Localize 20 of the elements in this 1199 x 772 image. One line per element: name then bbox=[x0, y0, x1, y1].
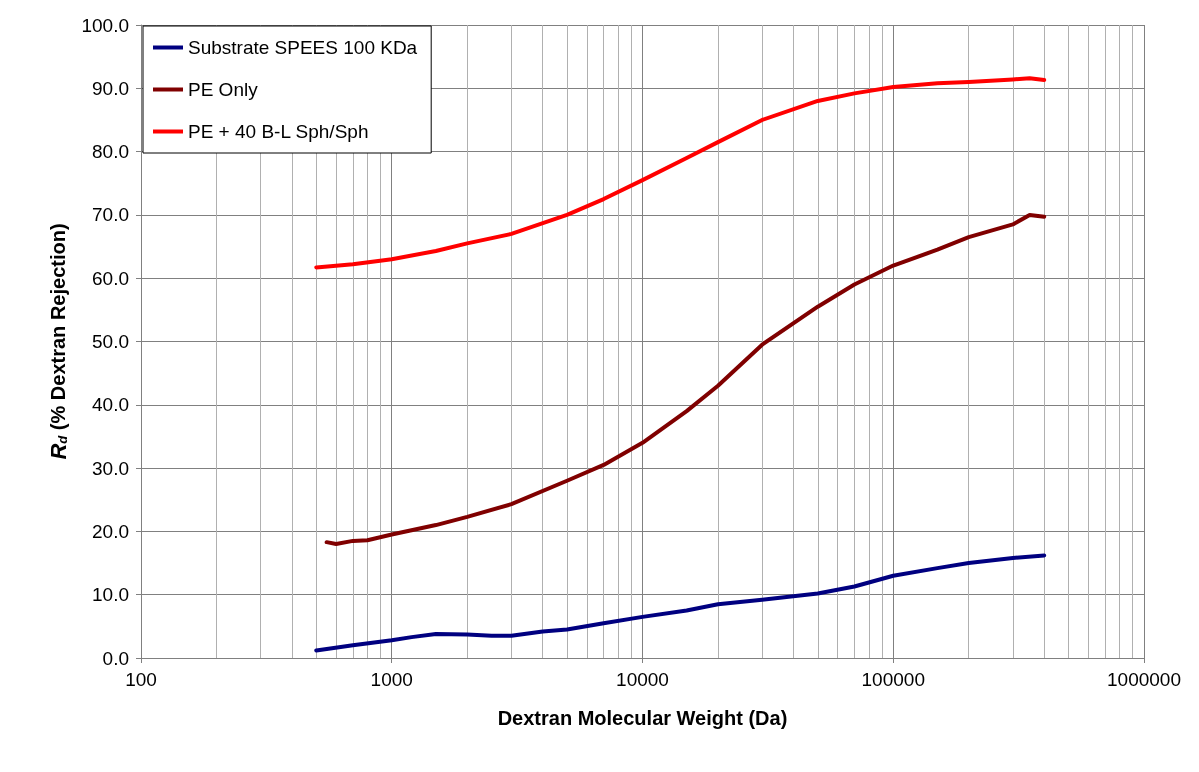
y-tick-label: 60.0 bbox=[92, 267, 129, 289]
x-axis-title: Dextran Molecular Weight (Da) bbox=[497, 707, 788, 729]
legend-label: PE Only bbox=[188, 79, 259, 100]
y-tick-label: 40.0 bbox=[92, 394, 129, 416]
y-tick-label: 70.0 bbox=[92, 204, 129, 226]
legend-label: Substrate SPEES 100 KDa bbox=[188, 37, 418, 58]
y-tick-label: 30.0 bbox=[92, 457, 129, 479]
x-tick-label: 1000000 bbox=[1107, 669, 1181, 690]
y-tick-label: 90.0 bbox=[92, 77, 129, 99]
y-tick-label: 80.0 bbox=[92, 141, 129, 163]
y-tick-label: 0.0 bbox=[102, 647, 129, 669]
y-tick-label: 50.0 bbox=[92, 331, 129, 352]
y-tick-label: 10.0 bbox=[92, 584, 129, 606]
x-tick-label: 10000 bbox=[616, 669, 669, 690]
x-tick-label: 1000 bbox=[370, 669, 413, 690]
legend-label: PE + 40 B-L Sph/Sph bbox=[188, 121, 369, 142]
y-tick-label: 100.0 bbox=[81, 14, 129, 36]
x-tick-label: 100000 bbox=[861, 669, 925, 690]
x-tick-label: 100 bbox=[125, 669, 157, 690]
y-tick-label: 20.0 bbox=[92, 520, 129, 542]
